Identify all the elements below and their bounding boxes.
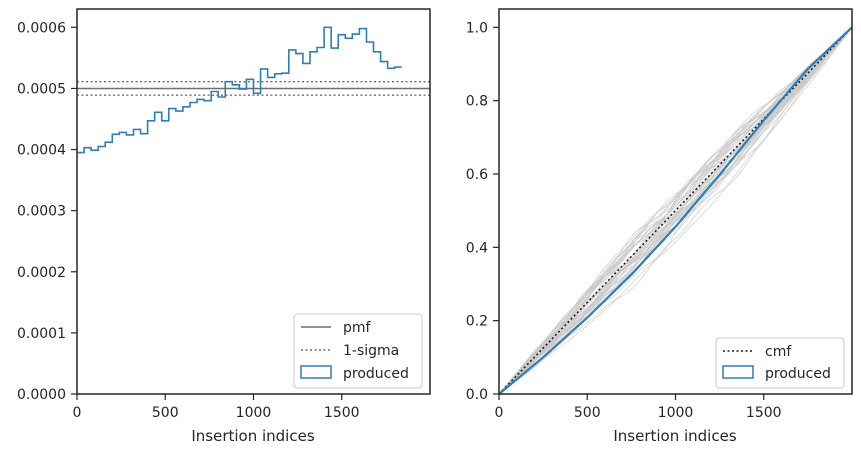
legend-produced-swatch-right	[722, 365, 754, 379]
left-y-tick-label: 0.0004	[17, 143, 66, 159]
right-x-axis-label: Insertion indices	[613, 427, 736, 445]
right-y-tick-label: 0.2	[466, 314, 488, 330]
right-plot-area	[498, 26, 853, 395]
left-y-tick-label: 0.0001	[17, 326, 66, 342]
right-x-tick-label: 1000	[658, 405, 694, 421]
left-x-tick-label: 1500	[324, 405, 360, 421]
left-x-axis-label: Insertion indices	[191, 427, 314, 445]
left-x-ticks: 0 500 1000 1500	[73, 394, 360, 421]
left-plot-area	[77, 26, 430, 154]
realization-curve	[498, 27, 853, 395]
left-y-tick-label: 0.0005	[17, 81, 66, 97]
legend-produced-label: produced	[343, 366, 409, 382]
realization-curve	[498, 27, 853, 395]
legend-produced-swatch	[300, 365, 332, 379]
cmf-line	[498, 26, 853, 395]
left-y-tick-label: 0.0003	[17, 204, 66, 220]
right-x-tick-label: 0	[495, 405, 504, 421]
right-y-tick-label: 0.6	[466, 167, 488, 183]
right-y-tick-label: 0.4	[466, 240, 488, 256]
realization-curve	[498, 27, 853, 395]
produced-cmf-curve	[498, 26, 853, 395]
right-y-ticks: 0.0 0.2 0.4 0.6 0.8 1.0	[466, 20, 499, 403]
right-y-tick-label: 1.0	[466, 20, 488, 36]
right-x-ticks: 0 500 1000 1500	[495, 394, 782, 421]
legend-produced-label-right: produced	[765, 366, 831, 382]
left-x-tick-label: 500	[152, 405, 179, 421]
legend-1-sigma-label: 1-sigma	[343, 343, 399, 359]
legend-cmf-label: cmf	[765, 344, 792, 360]
left-y-tick-label: 0.0000	[17, 387, 66, 403]
realization-curve	[498, 27, 853, 395]
realization-curve	[498, 27, 853, 395]
right-y-tick-label: 0.8	[466, 94, 488, 110]
left-x-tick-label: 1000	[236, 405, 272, 421]
left-y-tick-label: 0.0006	[17, 20, 66, 36]
right-legend: cmf produced	[715, 337, 845, 389]
left-x-tick-label: 0	[73, 405, 82, 421]
left-y-ticks: 0.0000 0.0001 0.0002 0.0003 0.0004 0.0005 0.00…	[17, 20, 77, 403]
legend-pmf-label: pmf	[343, 320, 372, 336]
left-panel: 0 500 1000 1500 0.00000.00010.00020.00030.0…	[17, 8, 431, 445]
realization-curve	[498, 27, 853, 395]
right-y-tick-label: 0.0	[466, 387, 488, 403]
produced-histogram	[77, 26, 402, 154]
left-legend: pmf 1-sigma produced	[293, 313, 423, 389]
left-legend-box	[293, 313, 423, 389]
right-legend-box	[715, 337, 845, 389]
left-y-tick-label: 0.0002	[17, 265, 66, 281]
right-x-tick-label: 500	[574, 405, 601, 421]
right-panel: 0 500 1000 1500 0.0 0.2 0.4 0.6 0.8 1.0 Insertio…	[466, 8, 853, 445]
right-x-tick-label: 1500	[746, 405, 782, 421]
